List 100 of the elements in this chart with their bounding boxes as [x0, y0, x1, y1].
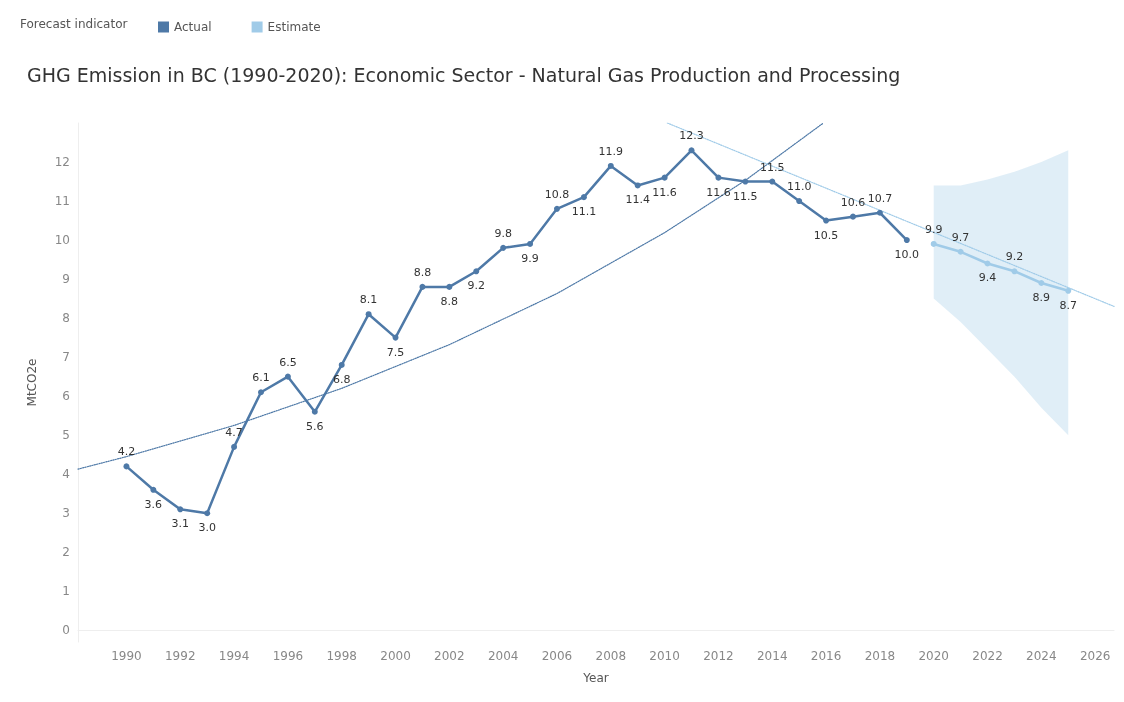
x-tick-label: 1996 [272, 649, 304, 663]
data-label: 8.8 [440, 294, 459, 308]
data-label: 11.6 [706, 185, 731, 199]
x-tick-label: 2008 [595, 649, 627, 663]
data-label: 8.1 [359, 293, 378, 307]
point [419, 283, 426, 290]
point [473, 268, 480, 275]
y-tick-label: 4 [62, 467, 70, 482]
y-tick-label: 2 [62, 545, 70, 560]
x-tick-label: 2018 [864, 649, 896, 663]
data-label: 10.7 [867, 191, 893, 205]
x-tick-label: 2002 [434, 649, 465, 663]
x-tick-label: 1990 [111, 649, 142, 663]
data-label: 8.7 [1059, 298, 1077, 312]
x-tick-label: 1992 [164, 649, 196, 663]
x-tick-label: 2004 [487, 649, 519, 663]
point [500, 244, 507, 251]
point [553, 205, 560, 212]
data-label: 11.0 [786, 180, 812, 194]
x-tick-label: 2006 [541, 649, 573, 663]
x-tick-label: 2000 [380, 649, 411, 663]
y-tick-label: 12 [54, 155, 70, 170]
legend-title: Forecast indicator [20, 17, 128, 31]
y-tick-label: 10 [54, 233, 70, 248]
point [1011, 268, 1018, 275]
data-label: 11.5 [760, 160, 785, 174]
data-label: 3.1 [171, 517, 189, 531]
x-tick-label: 2022 [972, 649, 1003, 663]
data-label: 9.8 [494, 226, 512, 240]
point [903, 237, 910, 244]
point [123, 463, 130, 470]
y-tick-label: 1 [62, 584, 70, 599]
data-label: 6.1 [252, 371, 270, 385]
data-label: 10.8 [544, 187, 570, 201]
y-tick-label: 8 [62, 311, 70, 326]
y-axis-title: MtCO2e [25, 358, 39, 407]
point [338, 361, 345, 368]
chart-title: GHG Emission in BC (1990-2020): Economic Sector - Natural Gas Production and Processing [27, 63, 901, 86]
data-label: 12.3 [679, 129, 704, 143]
x-tick-label: 1998 [326, 649, 357, 663]
data-label: 11.4 [625, 193, 650, 207]
x-tick-label: 2010 [649, 649, 680, 663]
point [984, 260, 991, 267]
point [580, 194, 587, 201]
x-tick-label: 1994 [218, 649, 250, 663]
data-label: 9.7 [951, 230, 970, 244]
x-tick-label: 2026 [1079, 649, 1111, 663]
data-label: 9.9 [521, 251, 539, 265]
data-label: 6.8 [332, 372, 351, 386]
x-tick-label: 2012 [703, 649, 734, 663]
data-label: 4.2 [117, 445, 136, 459]
data-label: 5.6 [306, 419, 324, 433]
point [688, 147, 695, 154]
data-label: 9.4 [978, 271, 997, 285]
point [1038, 279, 1045, 286]
point [607, 162, 614, 169]
data-label: 11.1 [571, 205, 597, 219]
point [661, 174, 668, 181]
legend-label: Estimate [267, 20, 321, 34]
point [823, 217, 830, 224]
data-label: 11.6 [652, 185, 677, 199]
y-tick-label: 7 [62, 350, 70, 365]
y-tick-label: 9 [62, 272, 70, 287]
data-label: 8.9 [1032, 290, 1051, 304]
x-tick-label: 2024 [1026, 649, 1057, 663]
point [957, 248, 964, 255]
point [876, 209, 883, 216]
data-label: 10.0 [894, 248, 920, 262]
point [177, 506, 184, 513]
data-label: 11.5 [733, 189, 758, 203]
point [715, 174, 722, 181]
point [769, 178, 776, 185]
point [849, 213, 856, 220]
point [150, 486, 157, 493]
point [284, 373, 291, 380]
point [257, 389, 264, 396]
x-tick-label: 2016 [810, 649, 842, 663]
legend-label: Actual [174, 20, 212, 34]
data-label: 3.0 [198, 521, 216, 535]
y-tick-label: 6 [62, 389, 70, 404]
data-label: 8.8 [413, 265, 432, 279]
point [1065, 287, 1072, 294]
point [446, 283, 453, 290]
x-axis-title: Year [582, 671, 609, 685]
data-label: 6.5 [279, 355, 297, 369]
data-label: 9.9 [924, 222, 943, 236]
point [527, 240, 534, 247]
point [796, 198, 803, 205]
x-tick-label: 2014 [756, 649, 788, 663]
point [204, 510, 211, 517]
data-label: 10.5 [813, 228, 839, 242]
data-label: 10.6 [840, 195, 866, 209]
point [365, 311, 372, 318]
y-tick-label: 11 [54, 194, 70, 209]
point [311, 408, 318, 415]
data-label: 9.2 [1005, 250, 1024, 264]
data-label: 9.2 [467, 279, 485, 293]
x-tick-label: 2020 [918, 649, 949, 663]
point [930, 240, 937, 247]
y-tick-label: 5 [62, 428, 70, 443]
